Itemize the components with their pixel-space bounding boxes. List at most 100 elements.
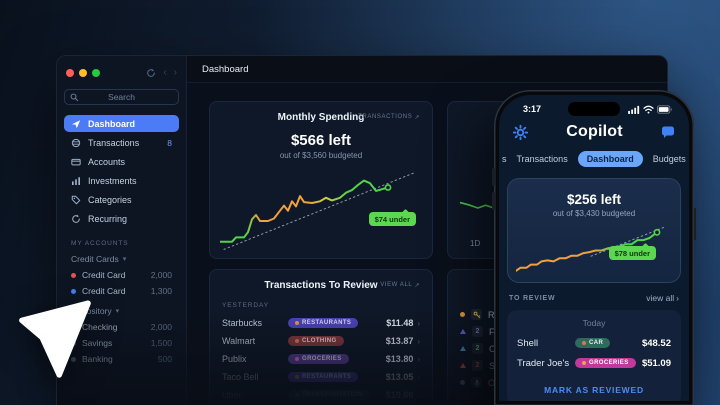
page-title-bar: Dashboard [187, 56, 667, 83]
transaction-amount: $13.87 [385, 336, 414, 346]
category-icon [295, 393, 299, 397]
external-link-icon: ↗ [414, 114, 420, 121]
chevron-right-icon: › [417, 372, 420, 382]
tab-transactions[interactable]: Transactions [516, 154, 568, 164]
merchant-name: Uber [222, 390, 242, 400]
zoom-window-button[interactable] [92, 69, 100, 77]
transaction-row[interactable]: Walmart CLOTHING $13.87 › [222, 332, 420, 350]
sidebar-item-label: Recurring [88, 213, 128, 224]
merchant-name: Shell [517, 337, 539, 349]
transaction-row[interactable]: Starbucks RESTAURANTS $11.48 › [222, 314, 420, 332]
monthly-spending-chart [220, 172, 415, 250]
sidebar-item-label: Dashboard [88, 118, 136, 129]
window-chrome: ‹ › [66, 66, 177, 80]
caret-down-icon: ▾ [115, 308, 120, 315]
chevron-right-icon: › [417, 390, 420, 400]
transactions-link[interactable]: TRANSACTIONS ↗ [358, 113, 420, 121]
minimize-window-button[interactable] [79, 69, 87, 77]
cellular-signal-icon [628, 105, 640, 114]
card-title: Transactions To Review [264, 280, 378, 291]
transaction-row[interactable]: Uber TRANSPORTATION $10.66 › [222, 386, 420, 404]
transactions-count-badge: 8 [167, 137, 172, 148]
my-accounts-section-label: MY ACCOUNTS [71, 240, 129, 247]
chat-icon[interactable] [661, 125, 675, 139]
transaction-row[interactable]: Shell CAR $48.52 [517, 333, 671, 353]
account-balance: 1,500 [150, 338, 172, 348]
sidebar-item-dashboard[interactable]: Dashboard [64, 115, 179, 132]
view-all-link[interactable]: view all › [646, 293, 679, 303]
sidebar-item-accounts[interactable]: Accounts [64, 153, 179, 170]
sidebar-item-label: Accounts [88, 156, 126, 167]
account-group-credit-cards[interactable]: Credit Cards ▾ [71, 254, 172, 264]
caret-down-icon: ▾ [122, 256, 127, 263]
account-row[interactable]: Credit Card 1,300 [64, 283, 179, 299]
category-icon [295, 357, 299, 361]
account-color-dot [71, 272, 76, 278]
under-budget-badge: $78 under [608, 246, 656, 260]
account-name: Savings [82, 338, 113, 348]
phone-status-bar: 3:17 [499, 95, 689, 115]
under-budget-badge: $74 under [368, 212, 416, 226]
back-icon[interactable]: ‹ [163, 67, 167, 78]
tab-budgets[interactable]: Budgets [652, 154, 686, 164]
app-title: Copilot [566, 123, 623, 140]
cursor-arrow [19, 300, 91, 378]
merchant-name: Trader Joe's [517, 357, 570, 369]
tab-fragment[interactable]: s [502, 154, 507, 164]
sidebar-item-categories[interactable]: Categories [64, 191, 179, 208]
transaction-row[interactable]: Trader Joe's GROCERIES $51.09 [517, 353, 671, 373]
category-icon [295, 339, 299, 343]
volume-down-button [492, 192, 495, 210]
search-box[interactable] [64, 89, 179, 105]
transaction-amount: $10.66 [385, 390, 414, 400]
transaction-row[interactable]: Taco Bell RESTAURANTS $13.05 › [222, 368, 420, 386]
account-row[interactable]: Banking 500 [64, 351, 179, 367]
refresh-icon[interactable] [146, 68, 156, 78]
search-icon [70, 93, 79, 102]
group-date-label: Today [582, 318, 606, 328]
forward-icon[interactable]: › [173, 67, 177, 78]
category-badge: GROCERIES [288, 354, 349, 364]
settings-gear-icon[interactable] [513, 124, 528, 140]
close-window-button[interactable] [66, 69, 74, 77]
account-color-dot [71, 288, 76, 294]
account-group-depository[interactable]: Depository ▾ [71, 306, 172, 316]
battery-icon [657, 104, 673, 114]
account-row[interactable]: Credit Card 2,000 [64, 267, 179, 283]
mark-as-reviewed-button[interactable]: MARK AS REVIEWED [544, 385, 644, 395]
phone-tab-bar: s Transactions Dashboard Budgets Recurri… [499, 151, 689, 167]
account-name: Credit Card [82, 270, 126, 280]
sidebar-item-investments[interactable]: Investments [64, 172, 179, 189]
merchant-name: Starbucks [222, 318, 263, 328]
sidebar-item-recurring[interactable]: Recurring [64, 210, 179, 227]
category-icon [295, 321, 299, 325]
timeframe-1d-button[interactable]: 1D [470, 239, 481, 248]
tab-dashboard[interactable]: Dashboard [577, 151, 643, 167]
wifi-icon [643, 105, 654, 114]
search-input[interactable] [86, 92, 157, 102]
group-label: Credit Cards [71, 254, 119, 264]
sidebar-item-label: Categories [88, 194, 132, 205]
chevron-right-icon: › [417, 336, 420, 346]
trend-up-icon [460, 346, 466, 351]
amount-left: $256 left [566, 192, 622, 207]
transaction-row[interactable]: Publix GROCERIES $13.80 › [222, 350, 420, 368]
phone-screen: 3:17 [499, 95, 689, 401]
dashboard-icon [71, 119, 81, 128]
recurring-icon [72, 214, 80, 223]
section-label: TO REVIEW [509, 294, 556, 302]
phone: 3:17 [492, 90, 696, 405]
volume-up-button [492, 168, 495, 186]
sidebar-item-transactions[interactable]: Transactions 8 [64, 134, 179, 151]
dynamic-island [568, 102, 620, 116]
transactions-review-card: Transactions To Review VIEW ALL ↗ YESTER… [209, 269, 433, 405]
phone-monthly-spending-card[interactable]: $256 left out of $3,430 budgeted $78 und… [507, 178, 681, 283]
account-color-dot [71, 356, 76, 362]
external-link-icon: ↗ [414, 282, 420, 289]
power-button [693, 208, 696, 240]
view-all-link[interactable]: VIEW ALL ↗ [380, 281, 420, 289]
phone-spending-chart [516, 226, 665, 272]
budget-subtitle: out of $3,430 budgeted [552, 209, 636, 218]
transaction-amount: $13.80 [385, 354, 414, 364]
